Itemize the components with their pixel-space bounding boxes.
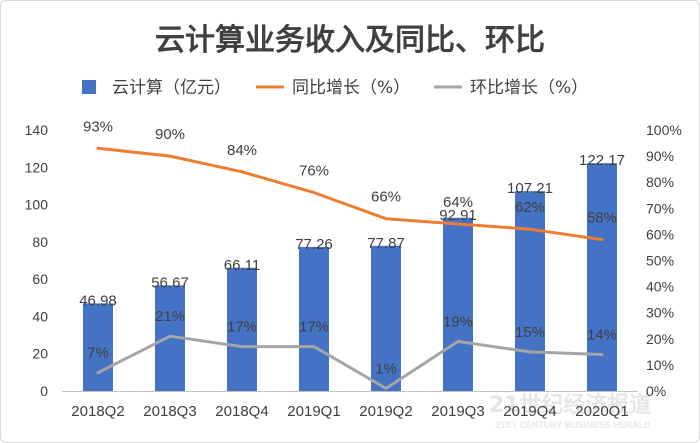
- yoy-value-label: 90%: [155, 126, 185, 143]
- x-axis-tick-label: 2019Q1: [287, 403, 340, 420]
- left-axis-tick-label: 60: [32, 271, 48, 287]
- bar-2019Q4: [515, 191, 545, 391]
- bar-value-label: 66.11: [224, 257, 260, 274]
- data-labels: 46.98 56.67 66.11 77.26 77.87 92.91 107.21 122.…: [79, 118, 625, 377]
- legend-item-qoq: 环比增长（%）: [434, 78, 588, 98]
- legend-label: 环比增长（%）: [470, 78, 588, 98]
- bar-2020Q1: [587, 163, 617, 391]
- right-axis-tick-label: 0%: [646, 383, 666, 399]
- watermark-main: 21世纪经济报道: [489, 392, 652, 418]
- right-axis-tick-label: 80%: [646, 174, 674, 190]
- bar-value-label: 77.26: [295, 236, 333, 253]
- qoq-value-label: 15%: [515, 324, 545, 341]
- right-axis-tick-label: 70%: [646, 200, 674, 216]
- right-axis-tick-label: 100%: [646, 122, 682, 138]
- left-axis-tick-label: 140: [25, 122, 49, 138]
- bar-value-label: 56.67: [151, 274, 189, 291]
- bar-value-label: 107.21: [507, 180, 553, 197]
- right-axis-tick-label: 60%: [646, 226, 674, 242]
- legend: 云计算（亿元） 同比增长（%） 环比增长（%）: [82, 78, 588, 98]
- qoq-value-label: 19%: [443, 313, 473, 330]
- watermark: 21世纪经济报道 21ST CENTURY BUSINESS HERALD: [489, 392, 652, 430]
- yoy-value-label: 66%: [371, 189, 401, 206]
- left-axis-tick-label: 120: [25, 159, 49, 175]
- legend-item-revenue: 云计算（亿元）: [82, 78, 231, 98]
- qoq-value-label: 17%: [227, 319, 257, 336]
- x-axis-tick-label: 2019Q3: [431, 403, 484, 420]
- left-axis-tick-label: 40: [32, 308, 48, 324]
- left-axis-tick-label: 80: [32, 234, 48, 250]
- right-axis: 0% 10% 20% 30% 40% 50% 60% 70% 80% 90% 100%: [646, 122, 682, 399]
- x-axis-tick-label: 2019Q2: [359, 403, 412, 420]
- x-axis-tick-label: 2018Q2: [71, 403, 124, 420]
- left-axis-tick-label: 0: [40, 383, 48, 399]
- line-series: [96, 146, 604, 390]
- left-axis-tick-label: 20: [32, 346, 48, 362]
- bar-2019Q2: [371, 245, 401, 391]
- yoy-value-label: 93%: [83, 118, 113, 135]
- qoq-value-label: 7%: [87, 345, 109, 362]
- x-axis-ticks: 2018Q2 2018Q3 2018Q4 2019Q1 2019Q2 2019Q3 2019…: [71, 403, 628, 420]
- qoq-value-label: 1%: [375, 360, 397, 377]
- right-axis-tick-label: 90%: [646, 148, 674, 164]
- left-axis: 0 20 40 60 80 100 120 140: [25, 122, 49, 399]
- legend-item-yoy: 同比增长（%）: [256, 78, 410, 98]
- bar-value-label: 77.87: [367, 235, 405, 252]
- legend-swatch: [82, 80, 96, 94]
- yoy-value-label: 76%: [299, 163, 329, 180]
- yoy-value-label: 58%: [587, 210, 617, 227]
- right-axis-tick-label: 30%: [646, 305, 674, 321]
- legend-label: 云计算（亿元）: [112, 78, 231, 98]
- x-axis-tick-label: 2019Q4: [503, 403, 556, 420]
- x-axis-tick-label: 2018Q4: [215, 403, 268, 420]
- watermark-sub: 21ST CENTURY BUSINESS HERALD: [495, 420, 651, 430]
- x-axis-tick-label: 2018Q3: [143, 403, 196, 420]
- qoq-value-label: 21%: [155, 308, 185, 325]
- right-axis-tick-label: 40%: [646, 279, 674, 295]
- bar-2018Q2: [83, 303, 113, 391]
- bar-2019Q3: [443, 217, 473, 391]
- bar-2019Q1: [299, 246, 329, 391]
- bar-value-label: 46.98: [79, 292, 117, 309]
- bar-series: [83, 163, 617, 391]
- left-axis-tick-label: 100: [25, 197, 49, 213]
- bar-value-label: 92.91: [439, 207, 477, 224]
- bar-2018Q4: [227, 267, 257, 391]
- bar-value-label: 122.17: [579, 152, 625, 169]
- qoq-line: [96, 334, 604, 390]
- x-axis-tick-label: 2020Q1: [575, 403, 628, 420]
- chart-title: 云计算业务收入及同比、环比: [155, 23, 545, 58]
- right-axis-tick-label: 10%: [646, 357, 674, 373]
- right-axis-tick-label: 50%: [646, 253, 674, 269]
- yoy-line: [96, 146, 604, 242]
- qoq-value-label: 17%: [299, 319, 329, 336]
- right-axis-tick-label: 20%: [646, 331, 674, 347]
- yoy-value-label: 84%: [227, 142, 257, 159]
- qoq-value-label: 14%: [587, 326, 617, 343]
- legend-label: 同比增长（%）: [292, 78, 410, 98]
- yoy-value-label: 62%: [515, 199, 545, 216]
- yoy-value-label: 64%: [443, 194, 473, 211]
